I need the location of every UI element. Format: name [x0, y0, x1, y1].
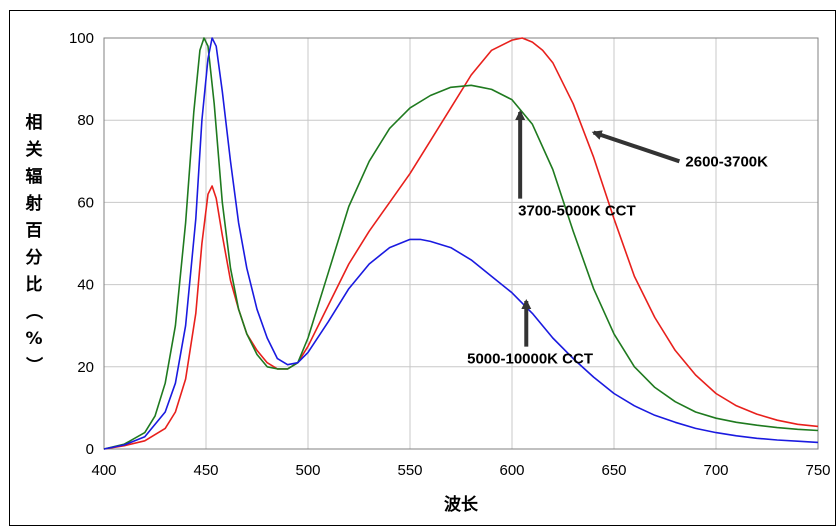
y-axis-title-char: 关	[26, 139, 43, 160]
y-tick-label: 0	[86, 441, 94, 458]
y-axis-title-char: 相	[26, 112, 43, 133]
y-tick-label: 80	[77, 112, 94, 129]
x-tick-label: 400	[91, 462, 116, 479]
y-axis-title-char: ）	[23, 357, 44, 374]
y-tick-label: 100	[69, 30, 94, 47]
y-axis-title-char: 百	[26, 221, 43, 241]
series-line-1	[103, 37, 819, 450]
x-tick-label: 600	[499, 462, 524, 479]
x-axis-title: 波长	[444, 494, 479, 515]
x-tick-label: 450	[193, 462, 218, 479]
x-tick-label: 500	[295, 462, 320, 479]
annotation-label-2: 3700-5000K CCT	[518, 203, 636, 220]
x-tick-label: 550	[397, 462, 422, 479]
x-tick-label: 700	[703, 462, 728, 479]
y-axis-title-char: 分	[26, 248, 43, 268]
tick-labels: 400 450 500 550 600 650 700 750 0 20 40 60 80 100	[69, 30, 831, 479]
y-tick-label: 40	[77, 277, 94, 294]
chart-frame: 400 450 500 550 600 650 700 750 0 20 40 60 80 100 260…	[9, 10, 836, 526]
grid	[103, 37, 819, 450]
annotations: 2600-3700K 3700-5000K CCT 5000-10000K CCT	[467, 109, 768, 368]
x-tick-label: 650	[601, 462, 626, 479]
y-tick-label: 20	[77, 359, 94, 376]
plot-area	[103, 37, 819, 450]
y-axis-title-char: 比	[26, 274, 43, 295]
y-axis-title-char: 射	[25, 193, 43, 214]
spectral-power-chart: 400 450 500 550 600 650 700 750 0 20 40 60 80 100 260…	[23, 30, 831, 515]
y-axis-title-char: （	[23, 303, 44, 320]
series-line-2	[103, 37, 819, 450]
annotation-label-3: 5000-10000K CCT	[467, 351, 593, 368]
annotation-label-1: 2600-3700K	[685, 153, 768, 170]
y-axis-title-char: 辐	[26, 166, 43, 187]
series-group	[103, 37, 819, 450]
x-tick-label: 750	[805, 462, 830, 479]
series-line-3	[103, 37, 819, 450]
annotation-arrow-1	[591, 130, 681, 164]
y-tick-label: 60	[77, 194, 94, 211]
y-axis-title-char: %	[25, 329, 42, 349]
